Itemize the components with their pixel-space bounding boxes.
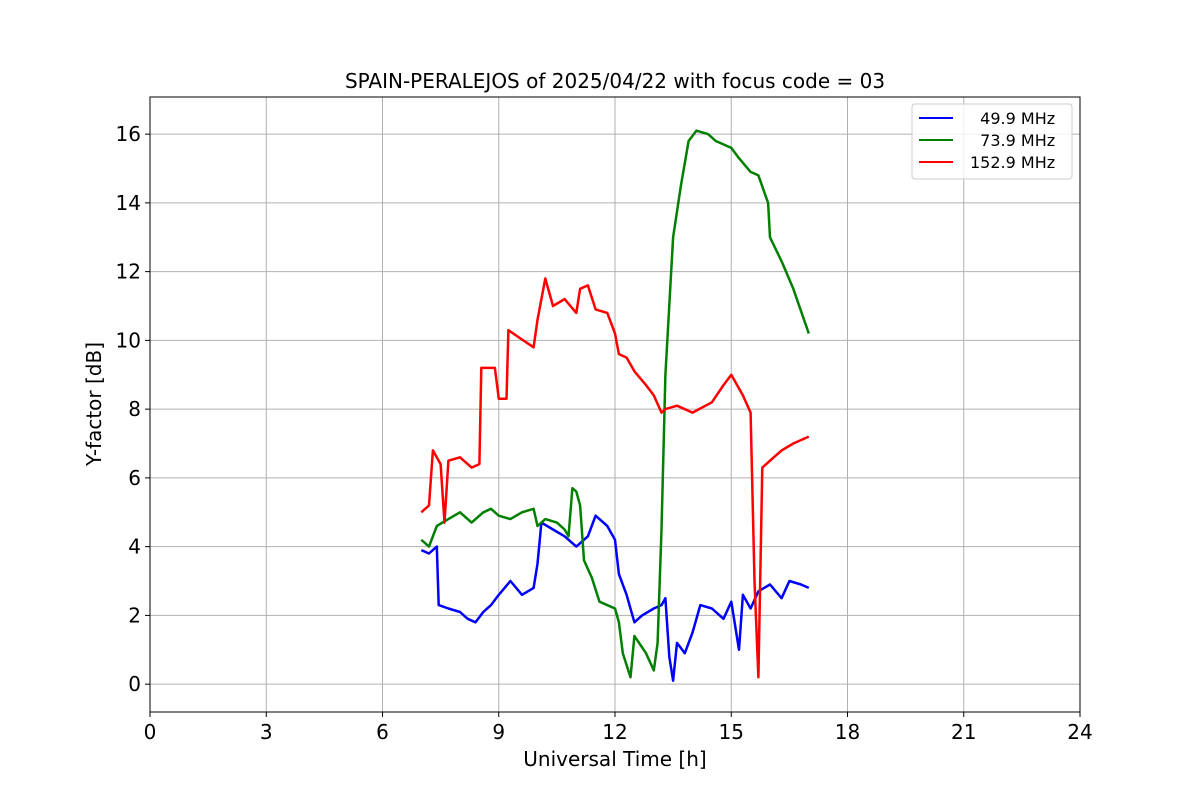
- y-tick-label: 2: [128, 603, 141, 627]
- x-tick-label: 15: [719, 720, 744, 744]
- x-tick-label: 3: [260, 720, 273, 744]
- y-tick-label: 0: [128, 672, 141, 696]
- x-tick-label: 12: [602, 720, 627, 744]
- series-line-1: [420, 129, 810, 679]
- legend: 49.9 MHz 73.9 MHz 152.9 MHz: [911, 103, 1073, 180]
- legend-box: [911, 103, 1073, 180]
- y-tick-label: 4: [128, 535, 141, 559]
- x-tick-label: 9: [492, 720, 505, 744]
- y-axis-ticks: 0 2 4 6 8 10 12 14 16: [116, 122, 150, 696]
- legend-label-0: 49.9 MHz: [970, 109, 1055, 128]
- y-tick-label: 8: [128, 397, 141, 421]
- y-axis-label: Y-factor [dB]: [82, 342, 106, 467]
- x-tick-label: 21: [951, 720, 976, 744]
- y-tick-label: 12: [116, 260, 141, 284]
- x-tick-label: 0: [144, 720, 157, 744]
- chart-title: SPAIN-PERALEJOS of 2025/04/22 with focus…: [345, 69, 885, 93]
- legend-label-1: 73.9 MHz: [970, 131, 1055, 150]
- x-axis-ticks: 0 3 6 9 12 15 18 21 24: [144, 712, 1093, 744]
- x-tick-label: 18: [835, 720, 860, 744]
- legend-label-2: 152.9 MHz: [970, 153, 1055, 172]
- x-tick-label: 24: [1067, 720, 1092, 744]
- series-lines: [420, 129, 810, 682]
- x-axis-label: Universal Time [h]: [523, 747, 706, 771]
- grid: [149, 97, 1081, 712]
- y-tick-label: 10: [116, 328, 141, 352]
- y-tick-label: 6: [128, 466, 141, 490]
- y-tick-label: 14: [116, 191, 141, 215]
- series-line-0: [420, 514, 810, 682]
- x-tick-label: 6: [376, 720, 389, 744]
- y-tick-label: 16: [116, 122, 141, 146]
- series-line-2: [420, 277, 810, 679]
